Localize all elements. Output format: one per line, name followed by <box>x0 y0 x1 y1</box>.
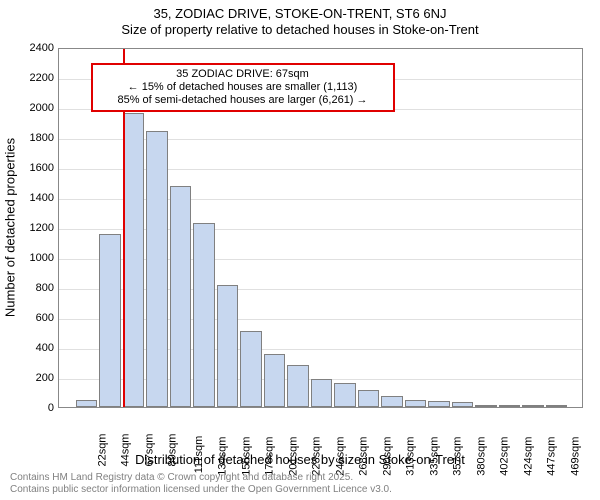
footer-line-1: Contains HM Land Registry data © Crown c… <box>10 472 392 484</box>
y-tick-label: 0 <box>14 402 54 414</box>
histogram-bar <box>475 405 497 407</box>
histogram-bar <box>264 354 286 407</box>
histogram-bar <box>452 402 474 407</box>
footer-line-2: Contains public sector information licen… <box>10 484 392 496</box>
histogram-bar <box>405 400 427 408</box>
y-tick-label: 1400 <box>14 192 54 204</box>
chart-container: 35, ZODIAC DRIVE, STOKE-ON-TRENT, ST6 6N… <box>0 0 600 500</box>
footer-text: Contains HM Land Registry data © Crown c… <box>10 472 392 496</box>
y-axis-label: Number of detached properties <box>3 128 18 328</box>
annotation-line-3: 85% of semi-detached houses are larger (… <box>96 94 390 107</box>
plot-area: 35 ZODIAC DRIVE: 67sqm← 15% of detached … <box>58 48 583 408</box>
y-tick-label: 2400 <box>14 42 54 54</box>
y-tick-label: 2000 <box>14 102 54 114</box>
histogram-bar <box>193 223 215 407</box>
y-tick-label: 200 <box>14 372 54 384</box>
annotation-line-1: 35 ZODIAC DRIVE: 67sqm <box>96 68 390 81</box>
histogram-bar <box>76 400 98 407</box>
x-axis-label: Distribution of detached houses by size … <box>0 452 600 467</box>
chart-title-1: 35, ZODIAC DRIVE, STOKE-ON-TRENT, ST6 6N… <box>0 6 600 21</box>
histogram-bar <box>146 131 168 407</box>
y-tick-label: 600 <box>14 312 54 324</box>
histogram-bar <box>522 405 544 407</box>
histogram-bar <box>358 390 380 407</box>
y-tick-label: 800 <box>14 282 54 294</box>
histogram-bar <box>287 365 309 407</box>
annotation-box: 35 ZODIAC DRIVE: 67sqm← 15% of detached … <box>91 63 395 112</box>
y-tick-label: 2200 <box>14 72 54 84</box>
histogram-bar <box>381 396 403 407</box>
y-tick-label: 400 <box>14 342 54 354</box>
y-tick-label: 1600 <box>14 162 54 174</box>
chart-title-2: Size of property relative to detached ho… <box>0 22 600 37</box>
histogram-bar <box>546 405 568 407</box>
histogram-bar <box>428 401 450 407</box>
histogram-bar <box>311 379 333 407</box>
histogram-bar <box>499 405 521 407</box>
histogram-bar <box>123 113 145 407</box>
y-tick-label: 1000 <box>14 252 54 264</box>
histogram-bar <box>240 331 262 408</box>
histogram-bar <box>334 383 356 407</box>
y-tick-label: 1200 <box>14 222 54 234</box>
y-tick-label: 1800 <box>14 132 54 144</box>
x-axis: 22sqm44sqm67sqm89sqm111sqm134sqm156sqm17… <box>58 408 583 458</box>
annotation-line-2: ← 15% of detached houses are smaller (1,… <box>96 81 390 94</box>
histogram-bar <box>170 186 192 407</box>
histogram-bar <box>99 234 121 407</box>
histogram-bar <box>217 285 239 407</box>
